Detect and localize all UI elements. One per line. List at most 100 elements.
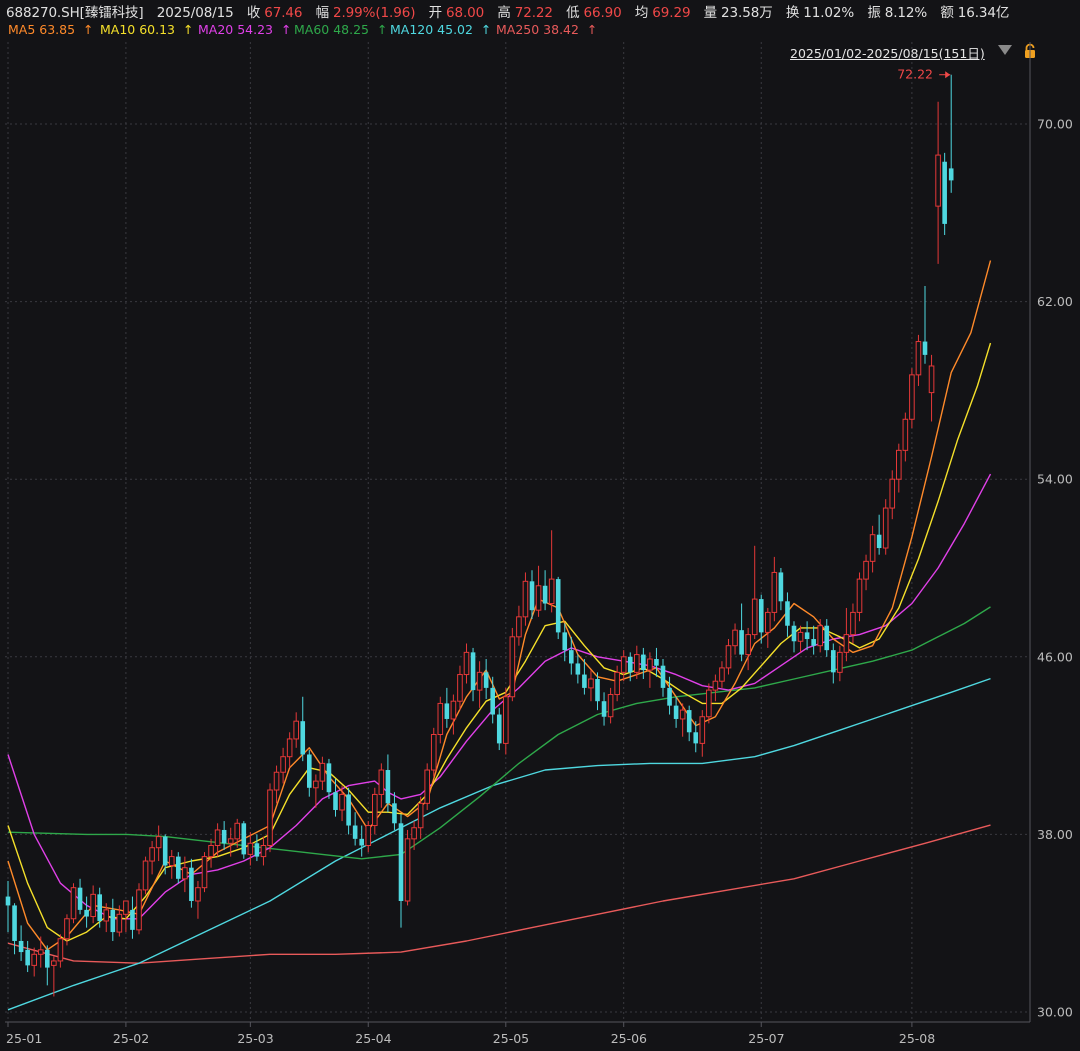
low-value: 66.90: [583, 5, 622, 21]
candle-up: [411, 821, 417, 850]
stock-code[interactable]: 688270.SH[臻镭科技]: [6, 5, 144, 21]
candle-body: [889, 478, 896, 509]
candle-up: [227, 827, 234, 857]
candle-body: [201, 856, 208, 889]
candle-up: [863, 554, 869, 591]
candle-down: [942, 152, 947, 235]
candle-body: [155, 836, 162, 849]
candle-up: [103, 903, 110, 933]
candle-body: [654, 659, 659, 666]
ma120-legend[interactable]: MA120 45.02 ↑: [390, 22, 492, 37]
candle-up: [843, 607, 850, 662]
ma10-line: [7, 342, 992, 942]
candle-body: [843, 634, 850, 653]
candle-up: [719, 661, 725, 688]
arrow-right-icon: [945, 71, 951, 79]
ma250-legend[interactable]: MA250 38.42 ↑: [496, 22, 598, 37]
candle-body: [483, 672, 489, 688]
candle-down: [785, 592, 790, 637]
candle-up: [588, 670, 594, 702]
candle-body: [896, 449, 902, 480]
candle-up: [535, 565, 542, 617]
candle-body: [365, 825, 372, 847]
candle-body: [522, 580, 529, 618]
candle-body: [234, 822, 241, 840]
open-label: 开: [428, 5, 443, 21]
candle-up: [293, 712, 299, 748]
candle-down: [77, 878, 83, 915]
candle-body: [503, 696, 509, 744]
candle-down: [831, 643, 836, 684]
candle-body: [542, 585, 548, 604]
ma20-line: [7, 473, 992, 920]
candle-up: [509, 627, 516, 702]
candle-body: [673, 705, 679, 719]
candle-body: [404, 838, 411, 902]
candle-body: [948, 168, 954, 181]
candle-down: [483, 659, 489, 699]
triangle-down-icon[interactable]: [998, 45, 1012, 55]
candle-down: [333, 778, 338, 817]
candle-body: [595, 679, 600, 702]
candle-up: [182, 856, 188, 893]
candle-down: [601, 692, 607, 726]
candlestick-chart[interactable]: 70.00 62.00 54.00 46.00 38.00 30.00 25-01 25-02…: [0, 42, 1080, 1051]
candle-down: [254, 834, 260, 862]
candle-body: [176, 856, 181, 879]
ma120-line: [7, 677, 991, 1011]
y-tick-label: 70.00: [1037, 117, 1073, 132]
ma20-legend[interactable]: MA20 54.23 ↑: [198, 22, 292, 37]
candle-body: [863, 560, 869, 580]
candle-up: [273, 765, 280, 804]
candle-up: [37, 936, 44, 968]
candle-up: [797, 625, 804, 653]
candle-body: [352, 825, 358, 839]
candle-up: [450, 694, 457, 735]
candle-up: [647, 652, 653, 688]
candle-body: [12, 905, 17, 941]
candle-body: [110, 909, 116, 933]
candle-up: [706, 683, 712, 724]
x-tick-label: 25-01: [6, 1031, 42, 1046]
candle-down: [654, 647, 659, 677]
ma60-legend[interactable]: MA60 48.25 ↑: [294, 22, 388, 37]
candle-body: [378, 769, 385, 795]
candle-up: [607, 687, 614, 724]
amplitude-value: 8.12%: [884, 5, 928, 21]
candle-down: [804, 621, 810, 651]
candle-up: [516, 605, 522, 646]
candle-body: [569, 650, 574, 664]
candle-body: [162, 836, 168, 866]
candle-body: [260, 845, 267, 858]
candle-body: [634, 654, 640, 673]
candle-body: [313, 780, 319, 789]
candle-body: [751, 598, 758, 636]
x-tick-label: 25-02: [113, 1031, 149, 1046]
candle-down: [542, 570, 548, 611]
candle-body: [555, 579, 561, 633]
ma10-legend[interactable]: MA10 60.13 ↑: [100, 22, 194, 37]
quote-date: 2025/08/15: [156, 5, 234, 21]
candle-down: [359, 825, 364, 857]
candle-down: [176, 852, 181, 884]
candle-down: [444, 687, 450, 728]
candle-body: [385, 770, 391, 804]
candle-body: [601, 701, 607, 717]
candle-body: [548, 578, 555, 605]
ma60-line: [7, 606, 991, 860]
candle-down: [300, 696, 306, 762]
candle-up: [31, 947, 37, 977]
candle-up: [116, 905, 123, 937]
y-tick-label: 54.00: [1037, 472, 1073, 487]
candle-up: [620, 650, 627, 682]
y-tick-label: 38.00: [1037, 827, 1073, 842]
date-range-selector[interactable]: 2025/01/02-2025/08/15(151日): [790, 46, 985, 61]
candles: [5, 74, 954, 997]
candle-up: [123, 900, 129, 933]
candle-down: [45, 945, 50, 986]
ma5-legend[interactable]: MA5 63.85 ↑: [8, 22, 94, 37]
candle-down: [778, 568, 784, 611]
candle-up: [699, 710, 706, 757]
y-tick-label: 30.00: [1037, 1005, 1073, 1020]
candle-up: [856, 572, 863, 622]
